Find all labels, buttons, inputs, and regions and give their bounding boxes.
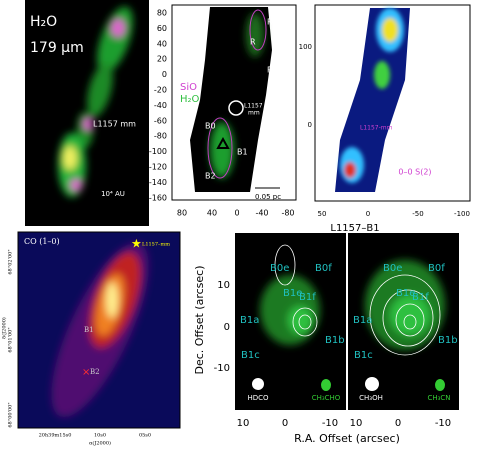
knot-label: B0e	[383, 263, 402, 274]
knot-label: B1e	[396, 288, 415, 299]
x-tick-label: 10	[350, 418, 363, 429]
label: L1157-mm	[360, 125, 393, 132]
x-tick-label: 0	[282, 418, 288, 429]
sio-panel	[171, 4, 297, 201]
x-tick-label: -10	[435, 418, 451, 429]
h2-panel	[314, 4, 471, 202]
x-tick-label: -100	[454, 210, 470, 218]
y-tick-label: -60	[154, 116, 167, 125]
label: R	[250, 38, 256, 47]
y-tick-label: 80	[157, 9, 167, 18]
knot-label: B1a	[240, 315, 259, 326]
subtitle: 179 µm	[30, 40, 84, 56]
x-tick-label: -10	[322, 418, 338, 429]
knot-label: B1f	[299, 292, 316, 303]
label: B0	[205, 122, 216, 131]
y-tick-label: 0	[162, 70, 167, 79]
knot-label: B0f	[428, 263, 445, 274]
x-axis-label: α(J2000)	[89, 440, 111, 447]
label: mm	[248, 110, 260, 117]
x-tick-label: 50	[318, 210, 327, 218]
y-tick-label: 20	[157, 55, 167, 64]
y-tick-label: 68°02'00"	[8, 249, 14, 274]
beam-label: HDCO	[247, 394, 269, 402]
label: B2	[90, 368, 100, 376]
label: H₂O	[180, 94, 200, 105]
y-tick-label: 10	[217, 280, 230, 291]
co-panel: ★ ×	[17, 231, 181, 429]
knot-label: B1c	[241, 350, 260, 361]
y-tick-label: -10	[214, 363, 230, 374]
label: SiO	[180, 82, 197, 93]
label: B1	[84, 326, 94, 334]
y-tick-label: 40	[157, 39, 167, 48]
label: B2	[205, 172, 216, 181]
knot-label: B0f	[315, 263, 332, 274]
knot-label: B1a	[353, 315, 372, 326]
label: L1157	[178, 11, 209, 22]
label: L1157–mm	[142, 242, 170, 248]
y-tick-label: -80	[154, 132, 167, 141]
x-tick-label: 20h39m15s0	[39, 433, 72, 439]
x-tick-label: -40	[255, 209, 268, 218]
x-tick-label: 80	[177, 209, 187, 218]
y-axis-label: Dec. Offset (arcsec)	[193, 265, 206, 374]
label: L1157	[244, 103, 263, 110]
x-tick-label: 10	[237, 418, 250, 429]
x-tick-label: 0	[395, 418, 401, 429]
title: H₂O	[30, 14, 57, 30]
x-tick-label: 10s0	[94, 433, 106, 439]
y-tick-label: 0	[224, 322, 230, 333]
label: L1157 mm	[93, 120, 136, 129]
label: 10⁴ AU	[101, 190, 125, 198]
x-tick-label: -80	[281, 209, 294, 218]
y-tick-label: -20	[154, 86, 167, 95]
knot-label: B1b	[325, 335, 345, 346]
knot-label: B1c	[354, 350, 373, 361]
y-tick-label: 60	[157, 24, 167, 33]
knot-label: B0e	[270, 263, 289, 274]
beam-label: CH₃CN	[427, 394, 450, 402]
y-tick-label: -120	[149, 163, 167, 172]
beam-label: CH₃OH	[359, 394, 383, 402]
label: R2	[267, 18, 278, 27]
y-tick-label: -40	[154, 101, 167, 110]
y-tick-label: 0	[308, 121, 312, 129]
label: R0	[267, 66, 278, 75]
caption: L1157–B1	[330, 223, 379, 234]
beam-label: CH₃CHO	[312, 394, 341, 402]
h2o-panel	[25, 0, 149, 226]
label: 0–0 S(2)	[398, 168, 431, 177]
x-tick-label: 40	[207, 209, 217, 218]
y-tick-label: -100	[149, 147, 167, 156]
y-tick-label: 68°01'00"	[8, 327, 14, 352]
y-tick-label: 100	[299, 43, 312, 51]
x-tick-label: 0	[234, 209, 239, 218]
svg-text:×: ×	[82, 367, 90, 378]
y-tick-label: -160	[149, 193, 167, 202]
label: 0.05 pc	[255, 193, 281, 201]
label: B1	[237, 148, 248, 157]
title: CO (1–0)	[24, 237, 60, 246]
x-tick-label: 0	[366, 210, 370, 218]
knot-label: B1e	[283, 288, 302, 299]
y-tick-label: -140	[149, 178, 167, 187]
svg-text:★: ★	[131, 237, 142, 251]
x-axis-label: R.A. Offset (arcsec)	[294, 432, 400, 445]
y-axis-label: δ(J2000)	[1, 317, 8, 339]
b1-panel	[235, 233, 459, 410]
x-tick-label: -50	[412, 210, 423, 218]
knot-label: B1b	[438, 335, 458, 346]
knot-label: B1f	[412, 292, 429, 303]
y-tick-label: 68°00'00"	[8, 402, 14, 427]
x-tick-label: 05s0	[139, 433, 151, 439]
